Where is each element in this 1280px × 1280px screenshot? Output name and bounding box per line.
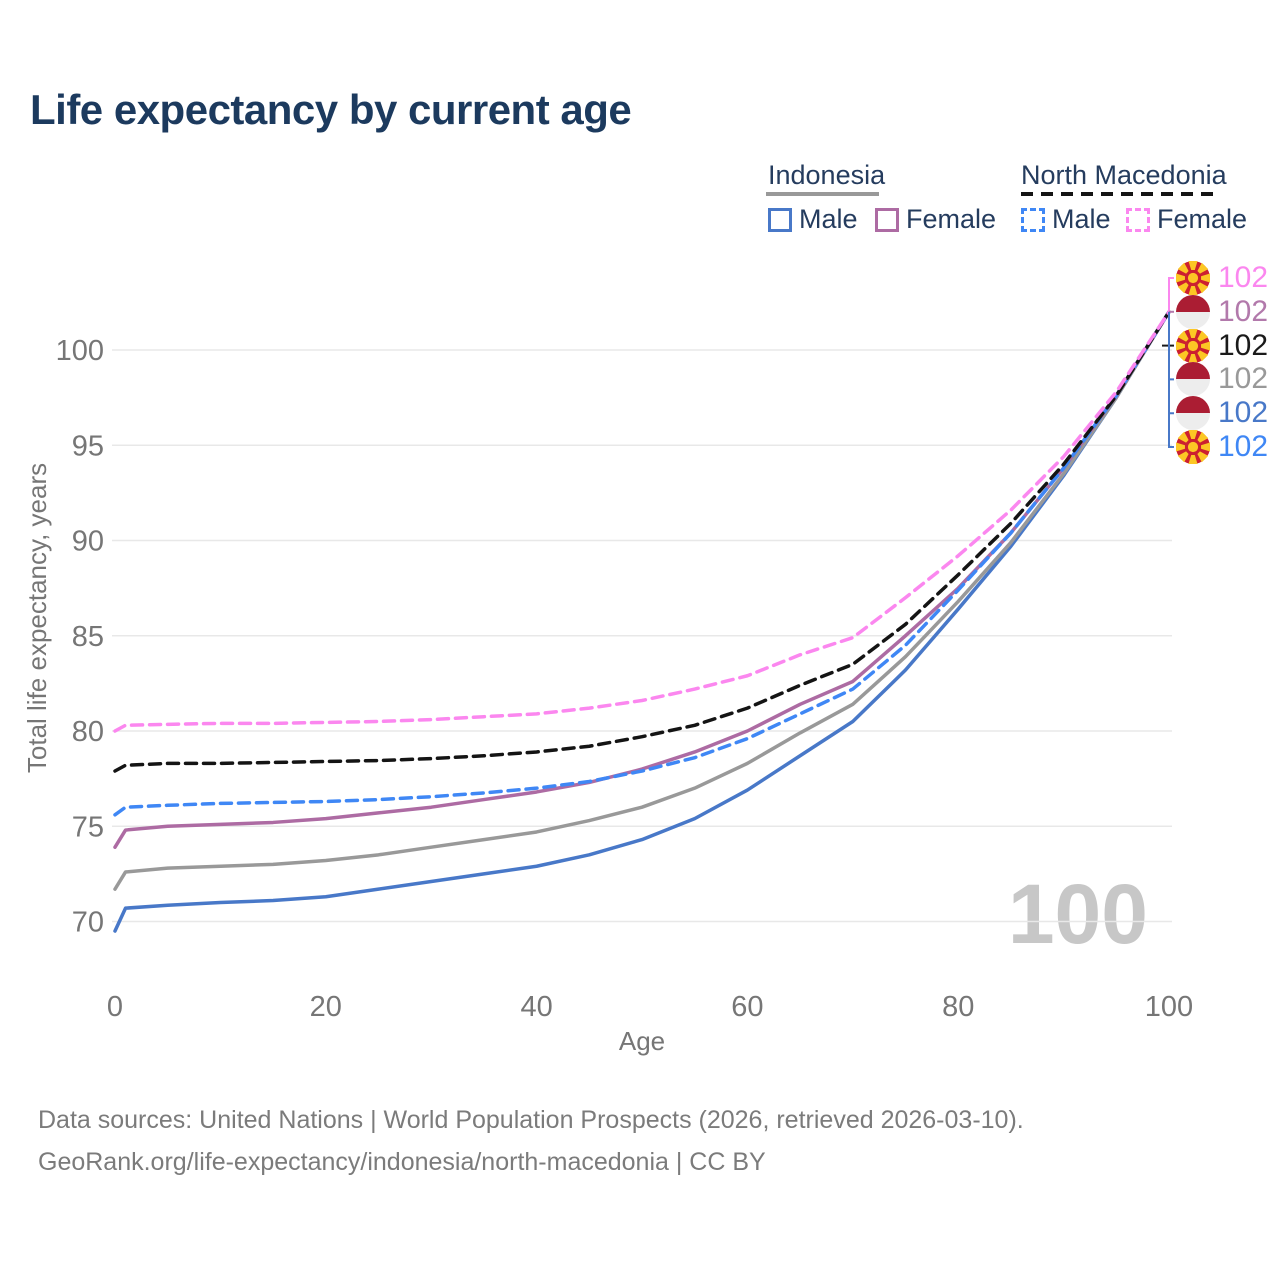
x-tick-label: 60 — [731, 991, 763, 1023]
data-sources-text: Data sources: United Nations | World Pop… — [38, 1106, 1024, 1134]
indonesia-female-swatch-icon — [875, 207, 899, 232]
legend-item-label: Female — [906, 204, 997, 234]
legend-group-indonesia[interactable]: Indonesia — [768, 160, 886, 190]
end-label-north-macedonia-both-sexes-: 102 — [1176, 328, 1269, 363]
indonesia-flag-icon — [1176, 295, 1210, 329]
end-label-indonesia-female: 102 — [1176, 294, 1269, 329]
series-line-north-macedonia-female — [113, 310, 1171, 733]
x-tick-label: 100 — [1145, 991, 1193, 1023]
axis-tick-labels: 70 75 80 85 90 95 100 0 20 40 60 80 100 — [56, 335, 1194, 1023]
series-line-indonesia-both-sexes- — [113, 310, 1171, 891]
y-tick-label: 95 — [72, 430, 104, 462]
legend-underline-north-macedonia — [1021, 192, 1218, 196]
legend-underline-indonesia — [766, 192, 879, 196]
end-label-indonesia-both-sexes-: 102 — [1176, 362, 1268, 396]
north-macedonia-flag-icon — [1176, 329, 1210, 363]
y-tick-label: 70 — [72, 907, 104, 939]
y-axis-title: Total life expectancy, years — [22, 463, 52, 773]
series-line-north-macedonia-both-sexes- — [113, 310, 1171, 773]
end-label-value: 102 — [1218, 396, 1269, 430]
x-tick-label: 40 — [520, 991, 552, 1023]
indonesia-flag-icon — [1176, 396, 1210, 430]
y-tick-label: 100 — [56, 335, 104, 367]
end-label-north-macedonia-male: 102 — [1176, 430, 1268, 464]
indonesia-flag-icon — [1176, 362, 1210, 396]
north-macedonia-flag-icon — [1176, 430, 1210, 464]
legend-item-north-macedonia-male[interactable]: Male — [1021, 204, 1111, 235]
x-axis-title: Age — [619, 1026, 665, 1056]
series-line-north-macedonia-male — [113, 310, 1171, 817]
page-title: Life expectancy by current age — [30, 86, 632, 133]
series-line-indonesia-female — [113, 310, 1171, 849]
x-tick-label: 0 — [107, 991, 123, 1023]
end-label-value: 102 — [1218, 430, 1269, 463]
north-macedonia-female-swatch-icon — [1126, 207, 1150, 232]
end-label-value: 102 — [1218, 261, 1269, 294]
y-tick-label: 85 — [72, 621, 104, 653]
y-tick-label: 75 — [72, 811, 104, 843]
end-label-value: 102 — [1218, 328, 1269, 362]
legend-item-indonesia-male[interactable]: Male — [768, 204, 858, 235]
north-macedonia-male-swatch-icon — [1021, 207, 1045, 232]
indonesia-male-swatch-icon — [768, 207, 792, 232]
attribution-text: GeoRank.org/life-expectancy/indonesia/no… — [38, 1148, 766, 1176]
series-lines — [113, 310, 1171, 933]
legend-item-north-macedonia-female[interactable]: Female — [1126, 204, 1247, 235]
x-tick-label: 80 — [942, 991, 974, 1023]
north-macedonia-flag-icon — [1176, 261, 1210, 295]
end-label-north-macedonia-female: 102 — [1176, 261, 1268, 295]
end-label-indonesia-male: 102 — [1176, 396, 1268, 430]
end-label-value: 102 — [1218, 362, 1269, 396]
end-label-value: 102 — [1218, 294, 1269, 328]
series-line-indonesia-male — [113, 310, 1171, 933]
end-label-leader-lines — [1162, 277, 1174, 448]
legend-item-label: Male — [1052, 204, 1111, 234]
legend-group-north-macedonia[interactable]: North Macedonia — [1021, 160, 1227, 190]
y-tick-label: 80 — [72, 716, 104, 748]
age-watermark: 100 — [1007, 867, 1148, 961]
y-tick-label: 90 — [72, 526, 104, 558]
legend-item-label: Male — [799, 204, 858, 234]
gridlines — [112, 349, 1172, 923]
x-tick-label: 20 — [310, 991, 342, 1023]
legend-item-label: Female — [1157, 204, 1248, 234]
legend-item-indonesia-female[interactable]: Female — [875, 204, 996, 235]
